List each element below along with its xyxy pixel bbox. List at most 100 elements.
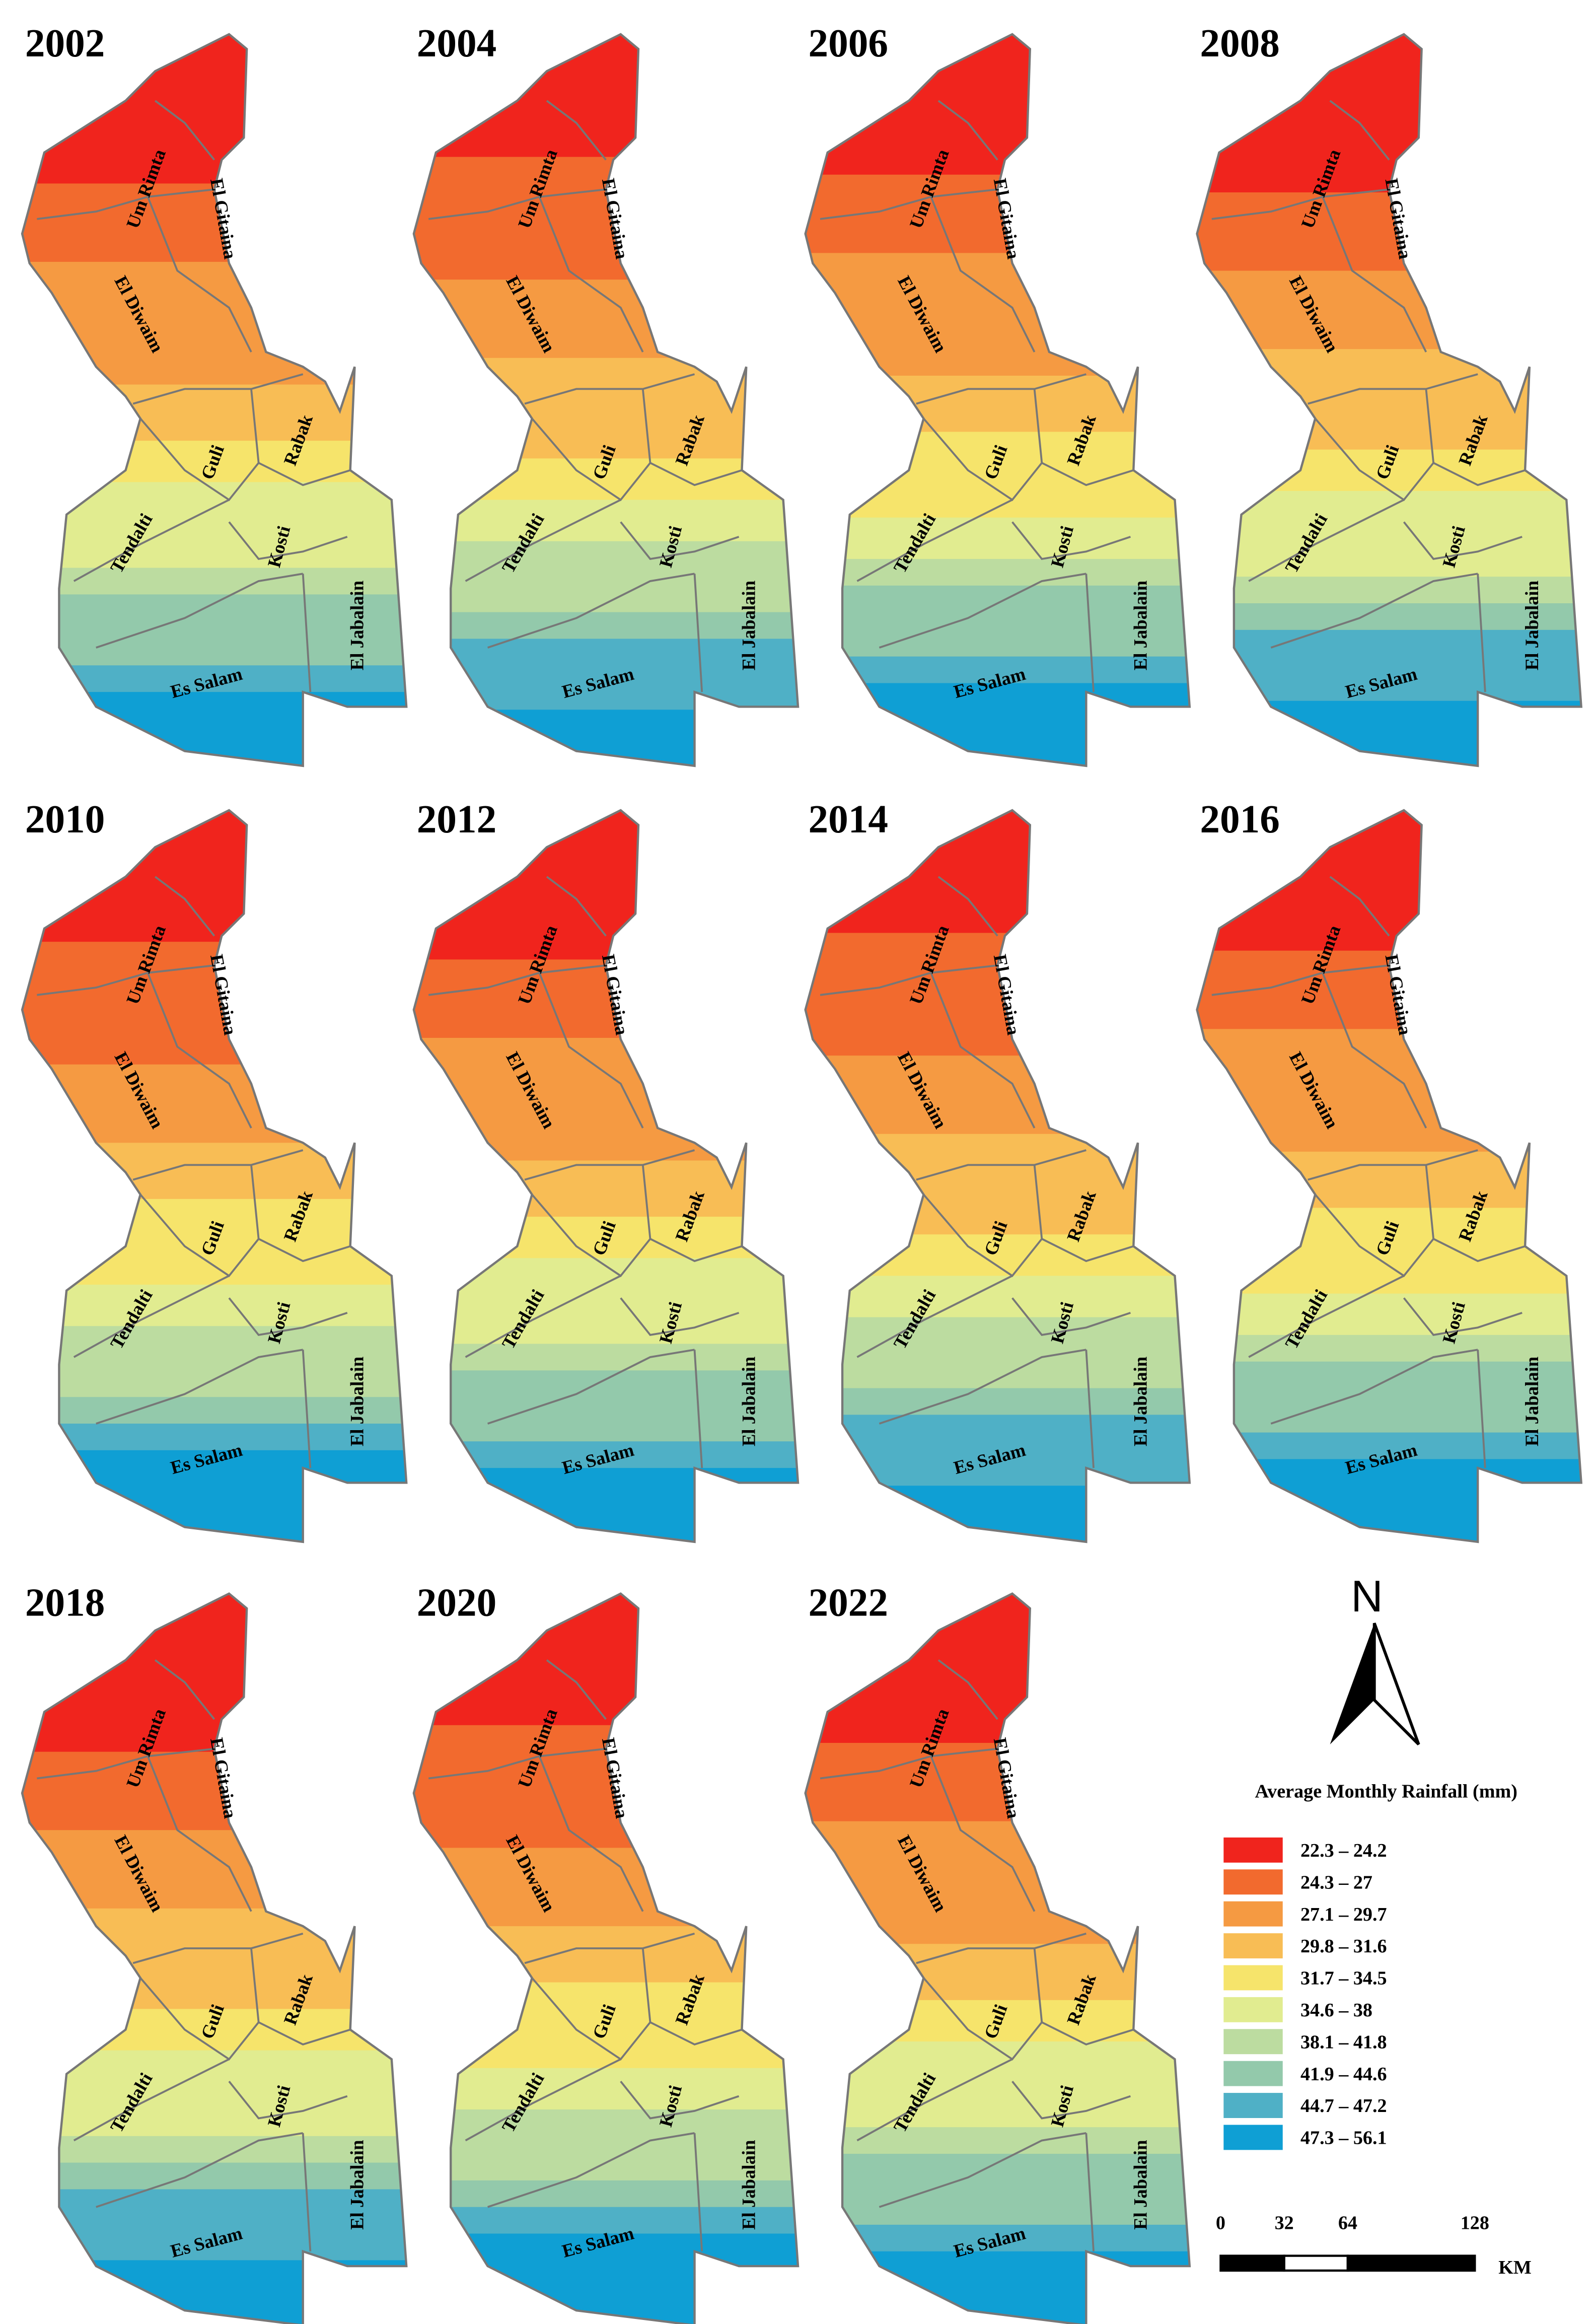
panel-year: 2018: [25, 1581, 105, 1625]
district-border: [73, 2058, 230, 2142]
district-border: [937, 876, 998, 937]
district-border: [302, 1350, 312, 1468]
rainfall-zone: [1197, 1029, 1581, 1155]
district-border: [73, 499, 230, 582]
district-border: [930, 196, 1036, 353]
district-border: [1308, 1149, 1478, 1181]
panel-year: 2022: [809, 1581, 889, 1625]
rainfall-zone: [1197, 349, 1581, 453]
district-border: [937, 100, 998, 161]
region-outline: [804, 1592, 1191, 2324]
rainfall-zone: [22, 1326, 407, 1400]
district-border: [649, 462, 743, 486]
rainfall-zone: [805, 585, 1190, 660]
district-border: [487, 2132, 695, 2208]
district-border: [1322, 196, 1427, 353]
panel-year: 2012: [417, 797, 497, 841]
district-border: [524, 1149, 695, 1181]
scale-label: 128: [1461, 2213, 1489, 2234]
district-border: [1314, 1165, 1435, 1278]
rainfall-zone: [413, 1037, 798, 1164]
rainfall-surface: [805, 810, 1190, 1542]
region-outline: [804, 33, 1191, 767]
district-border: [147, 972, 252, 1129]
rainfall-zone: [805, 1821, 1190, 1947]
district-label: El Jabalain: [347, 2140, 368, 2229]
rainfall-zone: [22, 1908, 407, 2012]
district-border: [1011, 521, 1131, 560]
legend-label: 27.1 – 29.7: [1300, 1904, 1387, 1925]
legend-label: 24.3 – 27: [1300, 1872, 1372, 1893]
rainfall-zone: [413, 1370, 798, 1445]
district-border: [1270, 1349, 1478, 1425]
district-border: [1477, 574, 1486, 692]
district-border: [487, 1349, 695, 1425]
legend-swatch: [1223, 1965, 1283, 1991]
region-outline: [1196, 33, 1583, 767]
scale-segment: [1346, 2255, 1476, 2272]
district-border: [1085, 1350, 1095, 1468]
rainfall-zone: [1197, 1361, 1581, 1436]
district-border: [1403, 1297, 1522, 1336]
district-border: [856, 1275, 1013, 1358]
district-border: [302, 2133, 312, 2251]
district-border: [693, 1350, 703, 1468]
district-border: [428, 1747, 606, 1780]
district-border: [1329, 100, 1390, 161]
district-border: [37, 1747, 214, 1780]
rainfall-zone: [805, 2041, 1190, 2131]
panel-year: 2004: [417, 21, 497, 65]
district-border: [937, 1659, 998, 1720]
scale-label: 64: [1338, 2213, 1357, 2234]
district-label: El Jabalain: [1130, 1357, 1150, 1446]
district-border: [1314, 389, 1435, 502]
rainfall-zone: [413, 1468, 798, 1542]
district-border: [649, 1238, 743, 1262]
district-border: [856, 499, 1013, 582]
district-border: [258, 1238, 351, 1262]
district-label: El Jabalain: [1521, 1357, 1542, 1446]
district-border: [1211, 964, 1390, 996]
district-border: [1011, 1297, 1131, 1336]
rainfall-zone: [805, 253, 1190, 379]
region-outline: [412, 809, 800, 1543]
district-border: [1011, 2080, 1131, 2120]
district-border: [228, 2080, 348, 2120]
district-border: [531, 389, 651, 502]
district-border: [916, 1149, 1086, 1181]
rainfall-zone: [413, 2109, 798, 2184]
district-label: El Jabalain: [738, 2140, 759, 2229]
legend-swatch: [1223, 2125, 1283, 2150]
district-label: El Jabalain: [1130, 581, 1150, 670]
district-border: [96, 2132, 304, 2208]
district-border: [302, 574, 312, 692]
rainfall-zone: [22, 261, 407, 388]
district-border: [96, 573, 304, 649]
district-border: [538, 196, 644, 353]
rainfall-zone: [1197, 490, 1581, 580]
rainfall-zone: [22, 594, 407, 669]
district-border: [693, 2133, 703, 2251]
rainfall-surface: [413, 34, 798, 766]
district-border: [524, 373, 695, 405]
district-border: [538, 972, 644, 1129]
panel-year: 2002: [25, 21, 105, 65]
district-border: [155, 100, 215, 161]
district-border: [1433, 462, 1526, 486]
panel-year: 2016: [1200, 797, 1280, 841]
district-border: [546, 876, 607, 937]
district-border: [1270, 573, 1478, 649]
region-outline: [804, 809, 1191, 1543]
district-border: [132, 1932, 304, 1964]
district-border: [620, 1297, 740, 1336]
arrow-right: [1372, 1623, 1420, 1746]
region-outline: [21, 1592, 408, 2324]
district-border: [1322, 972, 1427, 1129]
